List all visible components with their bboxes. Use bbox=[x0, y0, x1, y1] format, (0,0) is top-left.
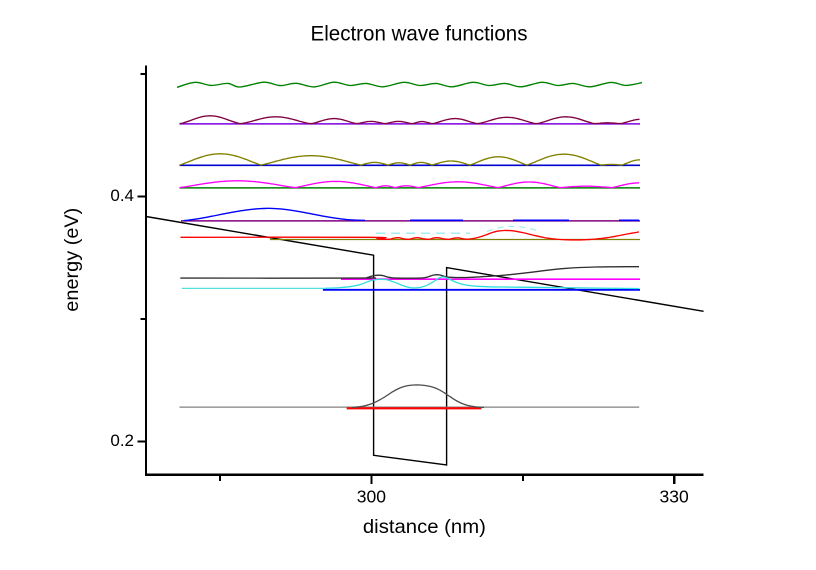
svg-text:300: 300 bbox=[357, 486, 386, 506]
svg-text:0.2: 0.2 bbox=[110, 431, 134, 450]
svg-text:0.4: 0.4 bbox=[110, 186, 134, 205]
svg-text:330: 330 bbox=[659, 486, 688, 506]
svg-text:Electron wave functions: Electron wave functions bbox=[311, 23, 528, 46]
svg-text:distance (nm): distance (nm) bbox=[363, 516, 486, 538]
svg-text:energy (eV): energy (eV) bbox=[61, 208, 83, 312]
